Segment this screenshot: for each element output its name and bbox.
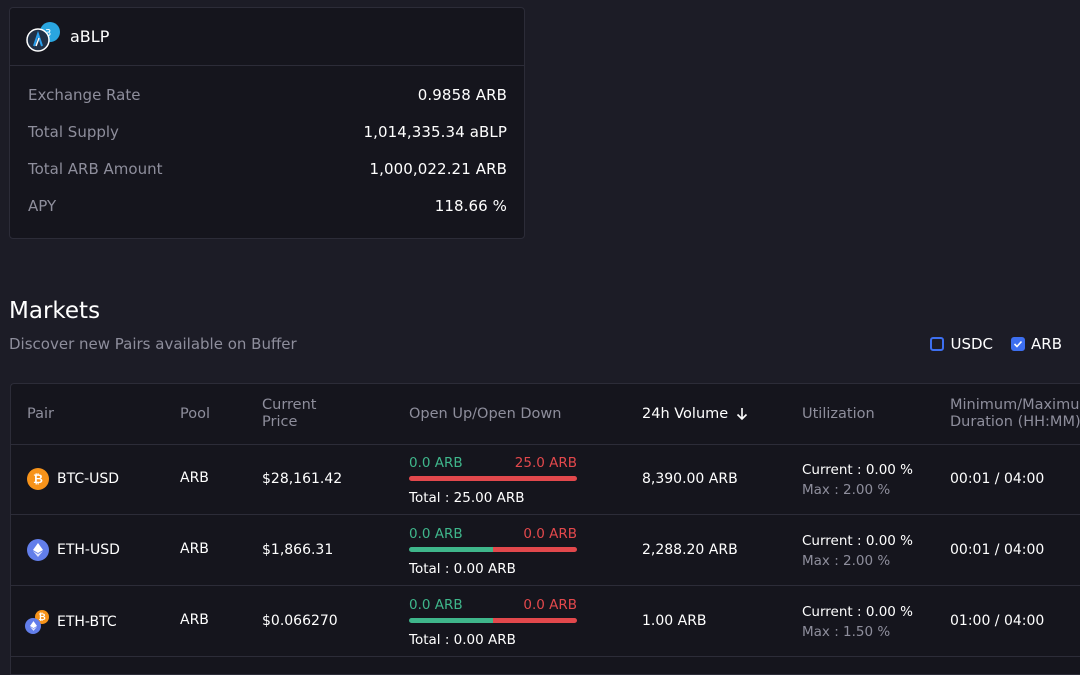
pair-cell: ₿ BTC-USD — [27, 468, 119, 490]
header-text: Price — [262, 414, 298, 430]
open-interest-bar — [409, 618, 577, 623]
header-text: Current — [262, 397, 317, 413]
filter-label: ARB — [1031, 335, 1062, 353]
header-24h-volume[interactable]: 24h Volume — [642, 384, 748, 444]
utilization-current: Current : 0.00 % — [802, 604, 914, 620]
checkbox-checked-icon[interactable] — [1011, 337, 1026, 351]
pool-cell: ARB — [180, 612, 209, 628]
header-open-up-down[interactable]: Open Up/Open Down — [409, 405, 562, 422]
utilization-max: Max : 2.00 % — [802, 482, 891, 498]
open-down-fill — [493, 547, 577, 552]
utilization-cell: Current : 0.00 % Max : 2.00 % — [802, 460, 913, 500]
open-up-value: 0.0 ARB — [409, 526, 463, 542]
open-up-value: 0.0 ARB — [409, 455, 463, 471]
ethereum-icon — [27, 539, 49, 561]
row-label: Total Supply — [28, 122, 119, 141]
open-up-fill — [409, 618, 493, 623]
open-down-value: 25.0 ARB — [514, 455, 577, 471]
utilization-cell: Current : 0.00 % Max : 2.00 % — [802, 531, 913, 571]
open-interest-values: 0.0 ARB 25.0 ARB — [409, 455, 577, 471]
open-down-fill — [493, 618, 577, 623]
pair-name: BTC-USD — [57, 471, 120, 487]
row-label: APY — [28, 196, 57, 215]
utilization-max: Max : 2.00 % — [802, 553, 891, 569]
pair-cell: ₿ ETH-BTC — [25, 610, 117, 634]
pool-cell: ARB — [180, 470, 209, 486]
pair-cell: ETH-USD — [27, 539, 120, 561]
price-cell: $1,866.31 — [262, 542, 334, 558]
open-down-fill — [409, 476, 577, 481]
ablp-token-icon: 3 — [26, 21, 60, 53]
volume-cell: 8,390.00 ARB — [642, 471, 738, 487]
header-text: Minimum/Maximum — [950, 397, 1080, 413]
markets-table: Pair Pool Current Price Open Up/Open Dow… — [10, 383, 1080, 675]
pair-name: ETH-USD — [57, 542, 120, 558]
markets-title: Markets — [9, 298, 101, 324]
table-row[interactable]: ₿ ETH-BTC ARB $0.066270 0.0 ARB 0.0 ARB … — [11, 586, 1080, 657]
usdc-filter[interactable]: USDC — [930, 335, 993, 353]
price-cell: $0.066270 — [262, 613, 338, 629]
open-down-value: 0.0 ARB — [523, 597, 577, 613]
utilization-current: Current : 0.00 % — [802, 533, 914, 549]
open-total: Total : 25.00 ARB — [409, 490, 525, 506]
filter-label: USDC — [950, 335, 994, 353]
header-pair[interactable]: Pair — [27, 405, 54, 422]
apy-row: APY 118.66 % — [10, 187, 524, 224]
utilization-current: Current : 0.00 % — [802, 462, 914, 478]
pool-filters: USDC ARB — [930, 335, 1062, 353]
header-text: Duration (HH:MM) — [950, 414, 1080, 430]
total-supply-row: Total Supply 1,014,335.34 aBLP — [10, 113, 524, 150]
token-card-header: 3 aBLP — [10, 8, 524, 66]
price-cell: $28,161.42 — [262, 471, 343, 487]
token-name: aBLP — [70, 27, 110, 46]
eth-btc-pair-icon: ₿ — [25, 610, 49, 634]
bitcoin-icon: ₿ — [27, 468, 49, 490]
header-pool[interactable]: Pool — [180, 405, 210, 422]
arb-filter[interactable]: ARB — [1011, 335, 1062, 353]
header-duration[interactable]: Minimum/Maximum Duration (HH:MM) — [950, 384, 1080, 444]
duration-cell: 00:01 / 04:00 — [950, 471, 1045, 487]
open-up-value: 0.0 ARB — [409, 597, 463, 613]
volume-cell: 2,288.20 ARB — [642, 542, 738, 558]
exchange-rate-row: Exchange Rate 0.9858 ARB — [10, 76, 524, 113]
utilization-cell: Current : 0.00 % Max : 1.50 % — [802, 602, 913, 642]
open-interest-bar — [409, 476, 577, 481]
open-down-value: 0.0 ARB — [523, 526, 577, 542]
header-text: 24h Volume — [642, 405, 729, 422]
open-total: Total : 0.00 ARB — [409, 561, 516, 577]
volume-cell: 1.00 ARB — [642, 613, 707, 629]
open-up-fill — [409, 547, 493, 552]
duration-cell: 00:01 / 04:00 — [950, 542, 1045, 558]
header-utilization[interactable]: Utilization — [802, 405, 875, 422]
table-row[interactable]: ₿ BTC-USD ARB $28,161.42 0.0 ARB 25.0 AR… — [11, 444, 1080, 515]
markets-subtitle: Discover new Pairs available on Buffer — [9, 335, 297, 353]
total-arb-amount-row: Total ARB Amount 1,000,022.21 ARB — [10, 150, 524, 187]
duration-cell: 01:00 / 04:00 — [950, 613, 1045, 629]
row-value: 0.9858 ARB — [417, 85, 507, 104]
token-card: 3 aBLP Exchange Rate 0.9858 ARB Total Su… — [9, 7, 525, 239]
open-interest-values: 0.0 ARB 0.0 ARB — [409, 526, 577, 542]
ethereum-icon — [25, 618, 41, 634]
row-label: Exchange Rate — [28, 85, 141, 104]
row-label: Total ARB Amount — [28, 159, 163, 178]
open-interest-values: 0.0 ARB 0.0 ARB — [409, 597, 577, 613]
header-current-price[interactable]: Current Price — [262, 384, 316, 444]
row-value: 1,000,022.21 ARB — [369, 159, 507, 178]
pool-cell: ARB — [180, 541, 209, 557]
utilization-max: Max : 1.50 % — [802, 624, 891, 640]
checkbox-unchecked-icon[interactable] — [930, 337, 945, 351]
pair-name: ETH-BTC — [57, 614, 117, 630]
table-header: Pair Pool Current Price Open Up/Open Dow… — [11, 384, 1080, 445]
arrow-down-icon — [736, 407, 748, 421]
row-value: 1,014,335.34 aBLP — [363, 122, 507, 141]
row-value: 118.66 % — [434, 196, 507, 215]
svg-text:3: 3 — [45, 28, 51, 39]
open-total: Total : 0.00 ARB — [409, 632, 516, 648]
open-interest-bar — [409, 547, 577, 552]
table-row[interactable]: ETH-USD ARB $1,866.31 0.0 ARB 0.0 ARB To… — [11, 515, 1080, 586]
